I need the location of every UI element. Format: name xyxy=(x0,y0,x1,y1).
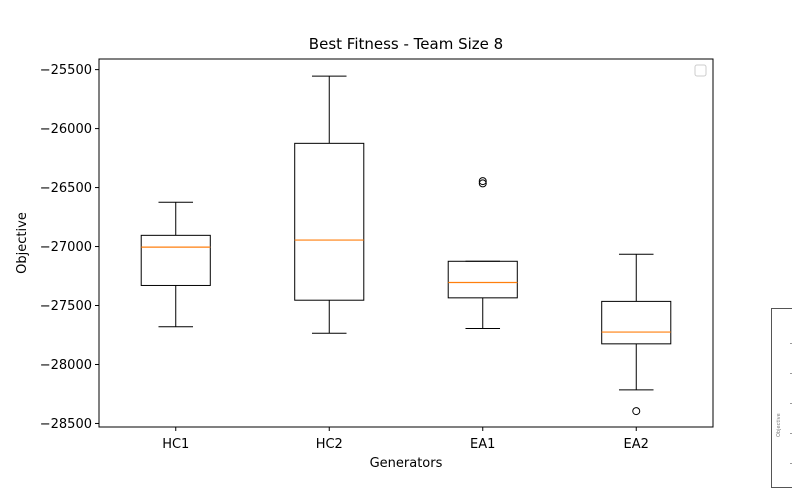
y-tick-label: −25500 xyxy=(40,63,92,78)
inset-tick xyxy=(790,343,792,344)
x-tick-label: EA1 xyxy=(470,437,495,452)
outlier-point xyxy=(632,407,641,416)
box-hc1 xyxy=(140,201,211,328)
x-axis: HC1 HC2 EA1 EA2 xyxy=(162,427,649,452)
box-ea1 xyxy=(447,177,518,330)
y-tick-label: −27500 xyxy=(40,299,92,314)
chart-title: Best Fitness - Team Size 8 xyxy=(309,35,503,53)
y-tick-label: −26500 xyxy=(40,181,92,196)
iqr-box xyxy=(140,234,211,286)
y-tick-label: −26000 xyxy=(40,122,92,137)
y-axis: −25500 −26000 −26500 −27000 −27500 −28000 −285… xyxy=(40,63,99,432)
legend-box xyxy=(694,64,707,77)
x-tick-label: HC2 xyxy=(316,437,343,452)
x-axis-title: Generators xyxy=(370,456,443,471)
inset-tick xyxy=(790,373,792,374)
inset-tick xyxy=(790,433,792,434)
outlier-point xyxy=(478,177,487,186)
y-tick-label: −27000 xyxy=(40,240,92,255)
inset-tick xyxy=(790,463,792,464)
y-axis-title: Objective xyxy=(15,212,30,274)
iqr-box xyxy=(447,260,518,299)
plot-frame xyxy=(98,58,714,428)
outlier-point xyxy=(478,179,487,188)
y-tick-label: −28500 xyxy=(40,417,92,432)
box-ea2 xyxy=(601,253,672,416)
inset-thumbnail-chart: Objective xyxy=(771,308,792,488)
inset-tick xyxy=(790,403,792,404)
x-tick-label: EA2 xyxy=(624,437,649,452)
iqr-box xyxy=(294,142,365,301)
iqr-box xyxy=(601,300,672,345)
inset-y-axis-title: Objective xyxy=(776,413,782,437)
y-tick-label: −28000 xyxy=(40,358,92,373)
box-hc2 xyxy=(294,75,365,334)
plot-area xyxy=(140,75,672,416)
x-tick-label: HC1 xyxy=(162,437,189,452)
